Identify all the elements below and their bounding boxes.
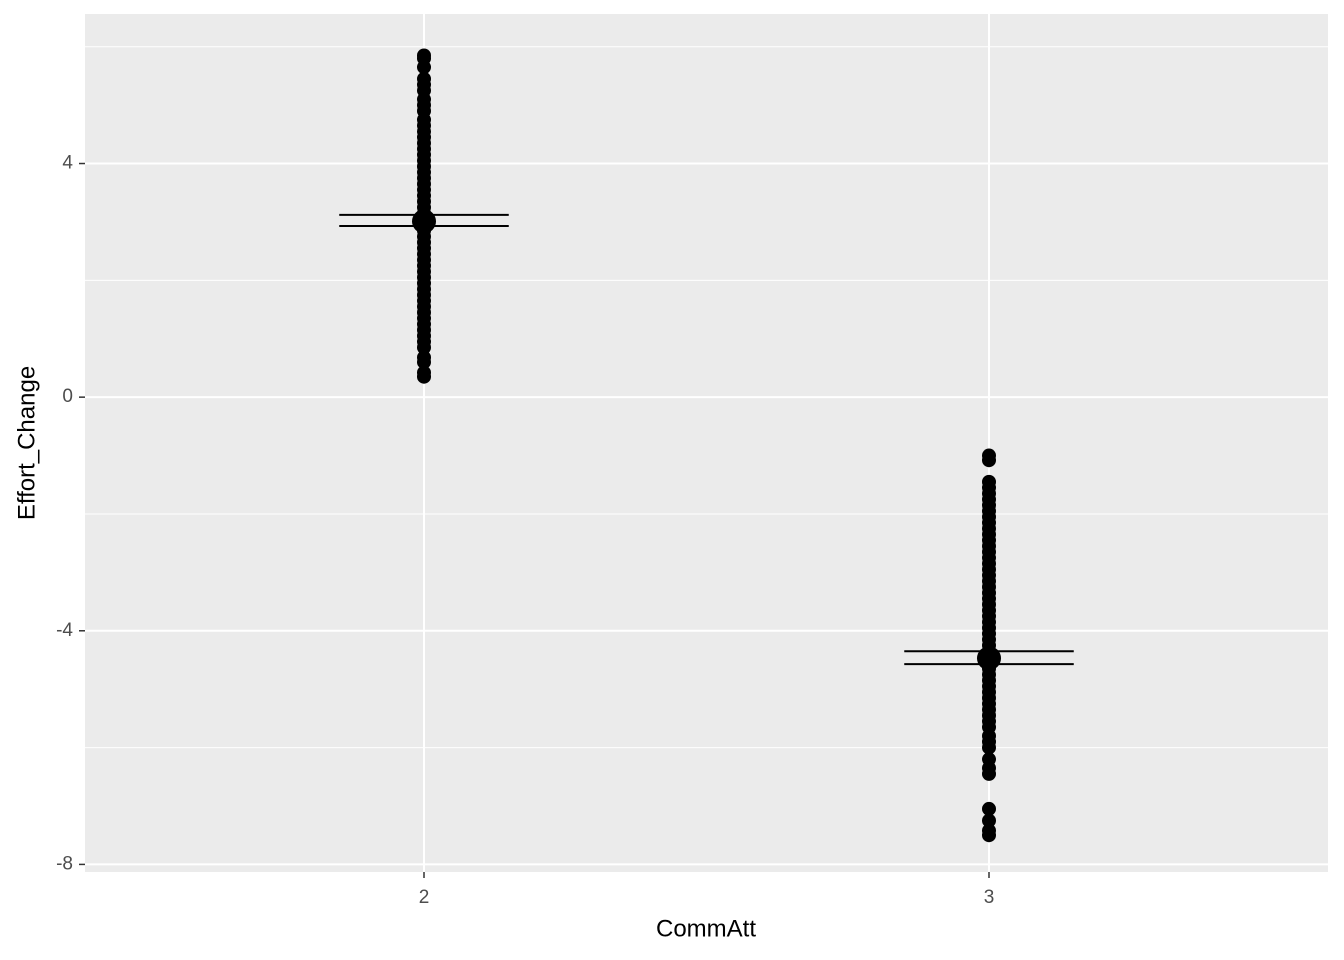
data-point xyxy=(417,71,431,86)
mean-point xyxy=(977,646,1001,671)
data-point xyxy=(417,350,431,365)
data-point xyxy=(982,801,996,816)
data-point xyxy=(417,48,431,63)
panel xyxy=(85,14,1328,872)
data-point xyxy=(982,453,996,468)
x-tick-label: 3 xyxy=(984,887,995,908)
x-tick-label: 2 xyxy=(419,887,430,908)
data-point xyxy=(982,740,996,755)
data-point xyxy=(982,766,996,781)
y-axis-title: Effort_Change xyxy=(13,366,40,520)
data-point xyxy=(417,365,431,380)
data-point xyxy=(982,813,996,828)
y-tick-label: -4 xyxy=(56,620,73,641)
mean-point xyxy=(412,209,436,234)
x-axis-title: CommAtt xyxy=(656,915,756,942)
data-point xyxy=(982,828,996,843)
y-tick-label: -8 xyxy=(56,853,73,874)
y-tick-label: 4 xyxy=(62,153,73,174)
y-tick-label: 0 xyxy=(62,386,73,407)
